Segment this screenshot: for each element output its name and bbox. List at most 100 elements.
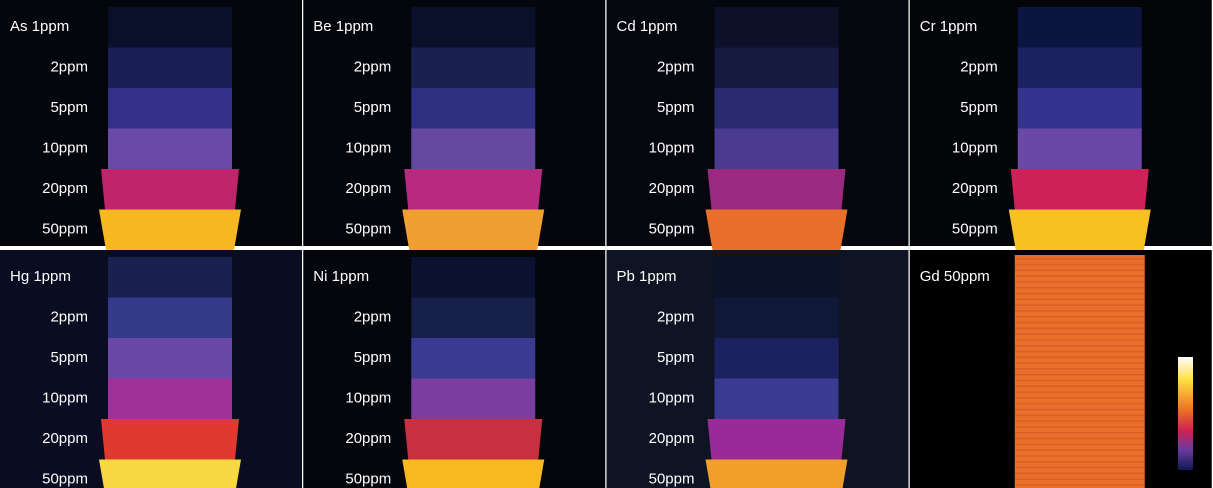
scan-line — [1015, 409, 1145, 411]
panel-label: Be 1ppm — [313, 18, 373, 35]
concentration-label: 10ppm — [345, 139, 391, 156]
scan-line — [1015, 345, 1145, 347]
concentration-label: 2ppm — [960, 58, 998, 75]
colorbar — [1178, 357, 1193, 470]
concentration-label: 2ppm — [50, 58, 88, 75]
sample-band — [411, 129, 535, 170]
concentration-label: 50ppm — [345, 470, 391, 487]
concentration-label: 50ppm — [42, 470, 88, 487]
concentration-label: 10ppm — [42, 389, 88, 406]
concentration-label: 10ppm — [649, 389, 695, 406]
concentration-label: 5ppm — [960, 99, 998, 116]
sample-band — [706, 210, 848, 251]
concentration-label: 20ppm — [345, 180, 391, 197]
scan-line — [1015, 270, 1145, 272]
panel-label: Hg 1ppm — [10, 268, 71, 285]
sample-band — [404, 169, 542, 210]
panel-label: Pb 1ppm — [617, 268, 677, 285]
sample-band — [108, 298, 232, 339]
sample-band — [715, 298, 839, 339]
concentration-label: 5ppm — [657, 349, 695, 366]
concentration-label: 2ppm — [657, 58, 695, 75]
concentration-label: 20ppm — [649, 180, 695, 197]
concentration-label: 5ppm — [354, 99, 392, 116]
scan-line — [1015, 420, 1145, 422]
scan-line — [1015, 333, 1145, 335]
scan-line — [1015, 484, 1145, 486]
sample-band — [411, 7, 535, 48]
concentration-label: 10ppm — [345, 389, 391, 406]
sample-band — [108, 7, 232, 48]
scan-line — [1015, 374, 1145, 376]
concentration-label: 20ppm — [649, 430, 695, 447]
concentration-label: 2ppm — [657, 308, 695, 325]
concentration-label: 2ppm — [354, 58, 392, 75]
sample-band — [99, 460, 241, 488]
sample-band — [706, 460, 848, 488]
sample-band — [404, 419, 542, 460]
scan-line — [1015, 328, 1145, 330]
sample-band — [108, 129, 232, 170]
sample-band — [108, 88, 232, 129]
scan-line — [1015, 415, 1145, 417]
scan-line — [1015, 432, 1145, 434]
concentration-label: 50ppm — [952, 220, 998, 237]
scan-line — [1015, 455, 1145, 457]
sample-band — [708, 419, 846, 460]
sample-band — [411, 298, 535, 339]
sample-band — [108, 257, 232, 298]
scan-line — [1015, 449, 1145, 451]
panel: Be 1ppm 2ppm 5ppm 10ppm 20ppm 50ppm — [303, 0, 605, 250]
scan-line — [1015, 357, 1145, 359]
sample-band — [1018, 7, 1142, 48]
concentration-label: 5ppm — [50, 99, 88, 116]
sample-band — [708, 169, 846, 210]
sample-band — [1018, 88, 1142, 129]
sample-band — [715, 88, 839, 129]
concentration-label: 50ppm — [42, 220, 88, 237]
scan-line — [1015, 310, 1145, 312]
panel: Gd 50ppm — [910, 250, 1212, 488]
sample-band — [108, 338, 232, 379]
concentration-label: 10ppm — [42, 139, 88, 156]
scan-line — [1015, 339, 1145, 341]
concentration-label: 2ppm — [354, 308, 392, 325]
scan-line — [1015, 316, 1145, 318]
concentration-label: 20ppm — [952, 180, 998, 197]
scan-line — [1015, 368, 1145, 370]
sample-band — [108, 379, 232, 420]
sample-block — [1015, 255, 1145, 488]
concentration-label: 10ppm — [952, 139, 998, 156]
concentration-label: 20ppm — [42, 180, 88, 197]
scan-line — [1015, 362, 1145, 364]
sample-band — [411, 88, 535, 129]
sample-band — [411, 48, 535, 89]
scan-line — [1015, 438, 1145, 440]
figure: As 1ppm2ppm5ppm10ppm20ppm50ppmBe 1ppm2pp… — [0, 0, 1213, 488]
concentration-label: 10ppm — [649, 139, 695, 156]
sample-band — [101, 419, 239, 460]
concentration-label: 2ppm — [50, 308, 88, 325]
scan-line — [1015, 351, 1145, 353]
scan-line — [1015, 264, 1145, 266]
scan-line — [1015, 275, 1145, 277]
scan-line — [1015, 467, 1145, 469]
scan-line — [1015, 281, 1145, 283]
scan-line — [1015, 426, 1145, 428]
sample-band — [411, 338, 535, 379]
concentration-label: 5ppm — [354, 349, 392, 366]
scan-line — [1015, 397, 1145, 399]
sample-band — [715, 7, 839, 48]
sample-band — [715, 338, 839, 379]
scan-line — [1015, 444, 1145, 446]
scan-line — [1015, 287, 1145, 289]
scan-line — [1015, 322, 1145, 324]
scan-line — [1015, 293, 1145, 295]
sample-band — [1018, 129, 1142, 170]
concentration-label: 50ppm — [345, 220, 391, 237]
